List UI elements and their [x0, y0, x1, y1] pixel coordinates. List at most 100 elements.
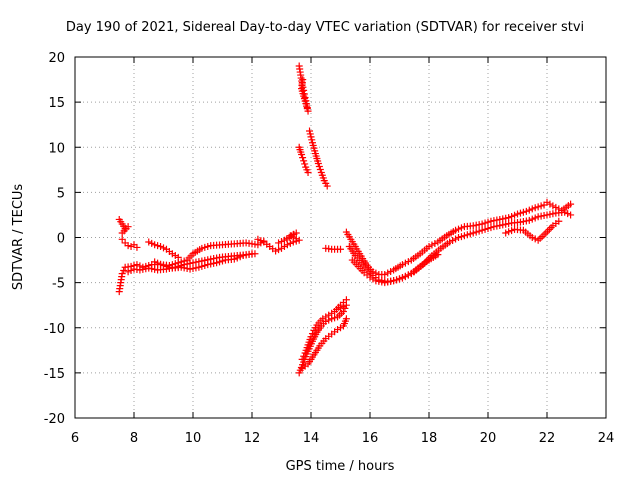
series-arc-e — [145, 238, 182, 261]
data-point — [301, 160, 309, 168]
data-point — [398, 274, 406, 282]
data-point — [198, 262, 206, 270]
data-point — [455, 234, 462, 241]
y-tick-label: 0 — [57, 232, 65, 247]
series-arc-k — [322, 244, 344, 253]
data-point — [484, 224, 492, 232]
data-point — [516, 218, 524, 226]
data-point — [299, 154, 307, 162]
data-point — [508, 212, 516, 220]
data-point — [478, 220, 486, 228]
data-point — [381, 271, 389, 279]
data-point — [157, 243, 165, 251]
data-point — [381, 279, 389, 287]
data-point — [308, 136, 316, 144]
data-point — [564, 210, 572, 218]
data-point — [300, 352, 308, 360]
data-point — [505, 214, 513, 222]
data-point — [567, 200, 575, 208]
data-point — [511, 211, 519, 219]
data-point — [546, 210, 554, 218]
data-point — [278, 238, 285, 246]
data-point — [537, 212, 545, 220]
data-point — [499, 221, 507, 229]
y-tick-label: -20 — [44, 412, 65, 427]
data-point — [299, 76, 307, 84]
x-tick-label: 22 — [539, 431, 556, 446]
data-point — [457, 233, 465, 241]
data-point — [148, 239, 156, 247]
y-tick-label: 5 — [57, 186, 65, 201]
data-point — [186, 265, 194, 273]
tick-layer: 6 8 10 12 14 16 18 20 22 24 -20 -15 -10 -5 0 5 10 15 20 — [44, 51, 615, 446]
data-point — [401, 273, 409, 281]
data-point — [525, 216, 533, 224]
y-tick-label: -15 — [44, 367, 65, 382]
data-point — [502, 229, 510, 237]
data-point — [201, 243, 209, 251]
data-point — [505, 228, 513, 236]
data-point — [124, 242, 132, 250]
data-point — [543, 211, 551, 219]
y-tick-label: 10 — [48, 141, 65, 156]
data-point — [174, 253, 182, 261]
data-point — [390, 277, 398, 285]
data-point — [493, 222, 501, 230]
data-point — [387, 277, 395, 285]
data-point — [484, 218, 492, 226]
data-point — [139, 265, 147, 273]
data-point — [207, 260, 215, 268]
data-point — [210, 259, 218, 267]
data-point — [118, 270, 126, 278]
x-tick-label: 20 — [480, 431, 497, 446]
data-point — [490, 217, 498, 225]
series-arc-m — [298, 296, 350, 363]
data-point — [522, 217, 530, 225]
points-layer — [115, 62, 575, 377]
data-point — [180, 264, 188, 272]
x-tick-label: 6 — [71, 431, 79, 446]
data-point — [401, 259, 409, 267]
data-point — [323, 182, 331, 190]
data-point — [233, 254, 241, 262]
data-point — [528, 215, 536, 223]
data-point — [487, 224, 495, 232]
data-point — [245, 250, 253, 258]
data-point — [508, 227, 516, 235]
x-tick-label: 8 — [130, 431, 138, 446]
data-point — [525, 206, 533, 214]
data-point — [522, 207, 530, 215]
data-point — [162, 262, 170, 270]
data-point — [304, 169, 312, 177]
data-point — [490, 223, 498, 231]
series-arc-h — [295, 62, 312, 115]
data-point — [145, 238, 153, 246]
data-point — [534, 213, 542, 221]
data-point — [472, 221, 480, 229]
data-point — [257, 237, 265, 245]
data-point — [308, 330, 316, 338]
data-point — [567, 211, 575, 219]
x-tick-label: 14 — [303, 431, 320, 446]
data-point — [499, 215, 507, 223]
data-point — [378, 278, 386, 286]
y-tick-label: -10 — [44, 322, 65, 337]
data-point — [286, 239, 294, 247]
data-point — [393, 276, 401, 284]
series-arc-q — [348, 251, 442, 287]
series-arc-b — [118, 235, 141, 251]
data-point — [157, 260, 165, 268]
data-point — [481, 225, 489, 233]
series-arc-g — [254, 229, 303, 255]
data-point — [531, 214, 539, 222]
data-point — [478, 226, 486, 234]
series-arc-o — [342, 198, 575, 279]
data-point — [127, 266, 135, 274]
y-tick-label: 15 — [48, 96, 65, 111]
data-point — [428, 241, 436, 249]
data-point — [387, 267, 395, 275]
data-point — [540, 212, 548, 220]
data-point — [404, 271, 412, 279]
data-point — [230, 255, 238, 263]
